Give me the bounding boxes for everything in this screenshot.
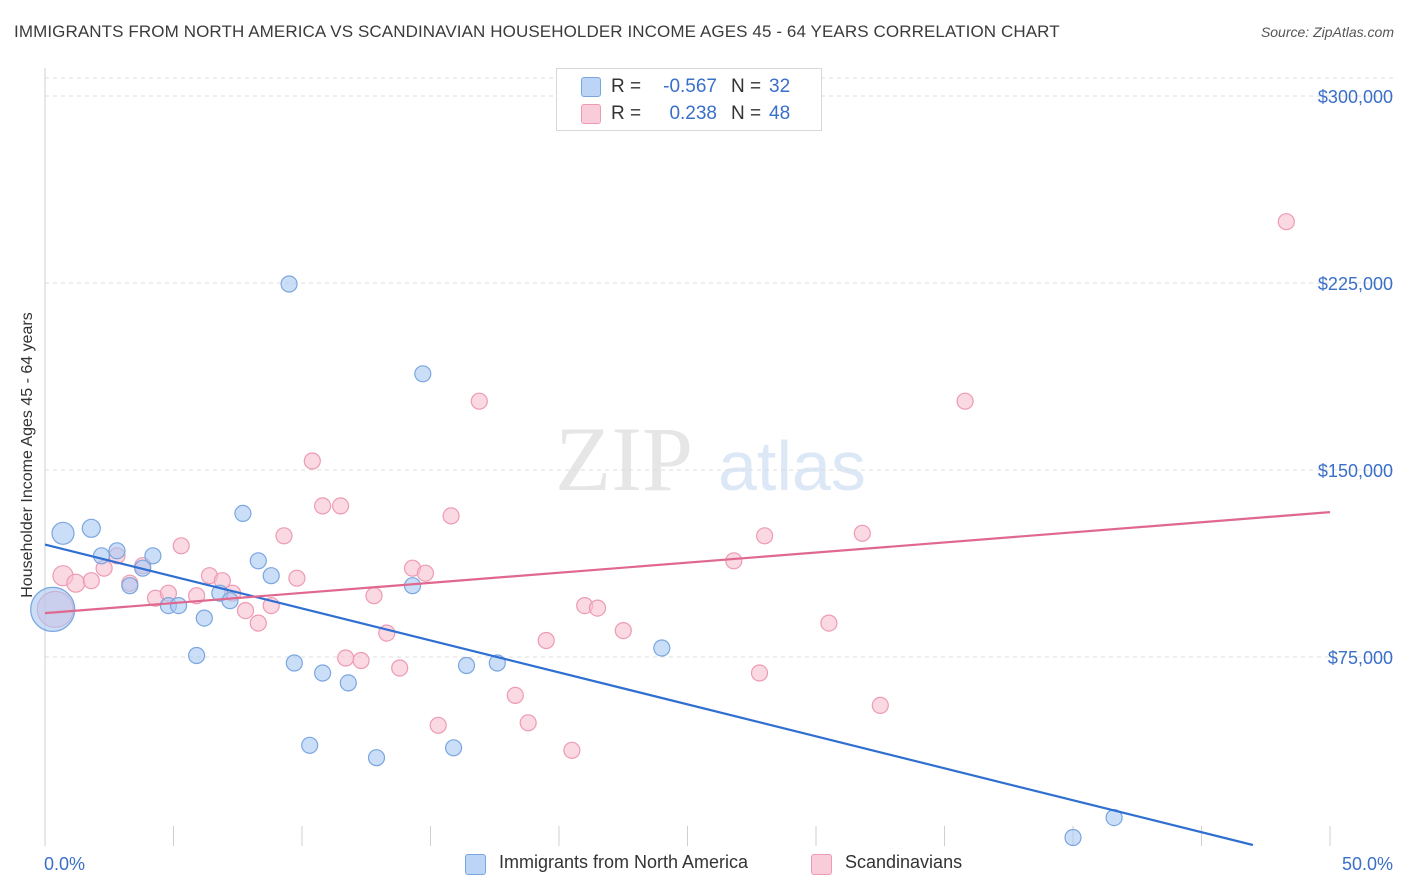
- legend-n-value: 48: [769, 103, 791, 124]
- y-tick-label: $225,000: [1318, 274, 1393, 294]
- legend-n-label: N =: [731, 76, 762, 97]
- tick-labels: $75,000 $150,000 $225,000 $300,000 0.0% 50.0%: [44, 87, 1393, 874]
- north-america-trend-line: [44, 543, 1254, 847]
- north-america-point: [195, 609, 213, 627]
- scandinavians-point: [1277, 213, 1295, 231]
- north-america-point: [653, 639, 671, 657]
- y-tick-label: $150,000: [1318, 461, 1393, 481]
- scandinavians-point: [303, 452, 321, 470]
- north-america-point: [144, 547, 162, 565]
- legend-r-label: R =: [611, 103, 642, 124]
- bottom-legend-swatch-pink: [811, 854, 832, 875]
- scandinavians-point: [352, 651, 370, 670]
- scandinavians-point: [288, 569, 306, 587]
- scandinavians-point: [470, 392, 488, 410]
- scandinavians-point: [314, 497, 332, 515]
- scandinavians-point: [429, 716, 447, 734]
- scandinavians-point: [537, 631, 555, 650]
- scandinavians-point: [236, 601, 255, 620]
- scandinavians-point: [188, 587, 206, 605]
- scandinavians-point: [416, 564, 434, 582]
- scandinavians-point: [275, 527, 293, 545]
- watermark-zip: ZIP: [555, 408, 693, 510]
- legend-r-label: R =: [611, 76, 642, 97]
- legend-n-value: 32: [769, 76, 791, 97]
- source-credit: Source: ZipAtlas.com: [1260, 24, 1394, 40]
- scandinavians-point: [853, 524, 871, 542]
- north-america-point: [367, 749, 386, 767]
- x-tick-label-max: 50.0%: [1342, 854, 1393, 874]
- scandinavians-point: [871, 696, 889, 715]
- chart-title: IMMIGRANTS FROM NORTH AMERICA VS SCANDIN…: [14, 22, 1060, 41]
- scandinavians-point: [820, 614, 838, 632]
- scandinavians-point: [82, 572, 100, 590]
- north-america-point: [1064, 828, 1082, 847]
- watermark-atlas: atlas: [718, 427, 866, 505]
- legend-n-label: N =: [731, 103, 762, 124]
- scandinavians-point: [365, 587, 383, 605]
- scandinavians-point: [750, 664, 769, 682]
- north-america-point: [339, 674, 357, 692]
- scandinavians-point: [506, 686, 524, 705]
- legend-r-value: -0.567: [663, 76, 717, 97]
- scandinavians-point: [66, 573, 86, 593]
- scandinavians-point: [172, 537, 190, 555]
- north-america-point: [414, 365, 432, 383]
- north-america-point: [262, 567, 280, 585]
- scandinavians-trend-line: [44, 511, 1331, 615]
- north-america-point: [285, 654, 303, 672]
- north-america-point: [188, 646, 206, 665]
- north-america-point: [301, 736, 319, 754]
- north-america-point: [314, 664, 332, 682]
- y-tick-label: $75,000: [1328, 648, 1393, 668]
- scandinavians-point: [956, 392, 974, 410]
- legend-r-value: 0.238: [669, 103, 717, 124]
- scandinavians-point: [391, 659, 409, 677]
- y-tick-label: $300,000: [1318, 87, 1393, 107]
- north-america-points: [30, 275, 1123, 847]
- scandinavians-point: [588, 599, 607, 617]
- scandinavians-point: [614, 621, 632, 640]
- north-america-point: [30, 586, 76, 633]
- north-america-point: [234, 504, 252, 523]
- north-america-point: [457, 656, 476, 675]
- scandinavians-point: [442, 507, 460, 525]
- scandinavians-point: [725, 552, 743, 570]
- scandinavians-point: [755, 527, 774, 545]
- scandinavians-point: [563, 741, 581, 759]
- north-america-point: [121, 577, 139, 595]
- correlation-legend: R = -0.567 N = 32 R = 0.238 N = 48: [556, 68, 822, 131]
- north-america-point: [81, 518, 101, 538]
- north-america-point: [445, 739, 463, 757]
- legend-swatch-pink: [581, 104, 601, 124]
- north-america-point: [221, 592, 239, 610]
- scandinavians-point: [332, 497, 350, 515]
- axes: [44, 68, 1331, 846]
- north-america-point: [249, 552, 267, 570]
- scandinavians-point: [519, 714, 537, 732]
- grid-lines: [45, 77, 1395, 658]
- north-america-point: [170, 596, 188, 615]
- north-america-point: [108, 542, 126, 560]
- scandinavians-point: [249, 614, 267, 632]
- north-america-point: [92, 547, 111, 565]
- bottom-legend-swatch-blue: [465, 854, 486, 875]
- scandinavians-point: [337, 649, 355, 667]
- north-america-point: [51, 521, 75, 545]
- north-america-point: [280, 275, 298, 293]
- bottom-legend-label: Scandinavians: [845, 852, 963, 872]
- x-tick-label-min: 0.0%: [44, 854, 85, 874]
- legend-swatch-blue: [581, 77, 601, 97]
- trend-lines: [44, 511, 1331, 847]
- bottom-legend-label: Immigrants from North America: [499, 852, 749, 872]
